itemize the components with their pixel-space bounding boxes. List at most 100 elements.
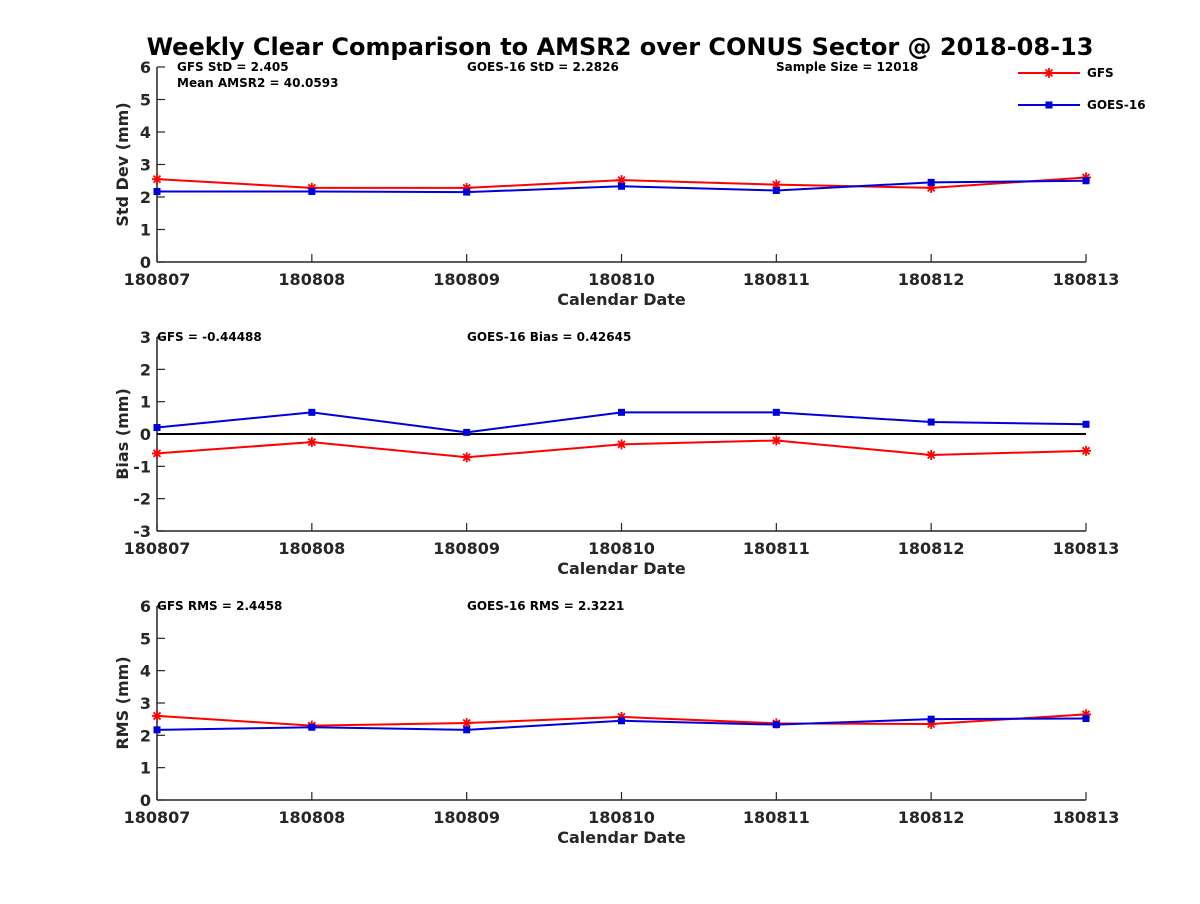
data-point bbox=[926, 450, 937, 461]
y-tick-label: 0 bbox=[140, 791, 151, 810]
data-point bbox=[616, 175, 627, 186]
x-tick-label: 180807 bbox=[124, 270, 191, 289]
x-tick-label: 180809 bbox=[433, 808, 500, 827]
y-axis-label: RMS (mm) bbox=[113, 656, 132, 749]
x-tick-label: 180808 bbox=[278, 539, 345, 558]
data-point bbox=[772, 187, 780, 194]
y-tick-label: 3 bbox=[140, 156, 151, 175]
data-point bbox=[461, 452, 472, 463]
data-point bbox=[1082, 420, 1090, 428]
annotation: GFS = -0.44488 bbox=[157, 330, 262, 344]
x-tick-label: 180808 bbox=[278, 270, 345, 289]
data-point bbox=[463, 428, 471, 436]
y-axis-label: Std Dev (mm) bbox=[113, 102, 132, 226]
data-point bbox=[927, 178, 935, 186]
data-point bbox=[152, 448, 162, 459]
legend-item-goes-16: GOES-16 bbox=[1018, 98, 1146, 112]
data-point bbox=[153, 424, 161, 432]
panel-2: -3 -2 -1 0 1 2 3 180807 180808 180809 180810 180811… bbox=[113, 328, 1119, 578]
x-axis-label: Calendar Date bbox=[557, 828, 686, 847]
x-axis-label: Calendar Date bbox=[557, 290, 686, 309]
x-tick-label: 180813 bbox=[1053, 270, 1120, 289]
data-point bbox=[463, 726, 471, 734]
series-goes-16 bbox=[153, 715, 1090, 734]
data-point bbox=[306, 437, 317, 448]
y-tick-label: 0 bbox=[140, 425, 151, 444]
chart-title: Weekly Clear Comparison to AMSR2 over CO… bbox=[147, 33, 1094, 61]
legend-item-gfs: GFS bbox=[1018, 66, 1114, 80]
y-tick-label: -2 bbox=[133, 490, 151, 509]
data-point bbox=[152, 174, 162, 185]
y-tick-label: 0 bbox=[140, 253, 151, 272]
x-tick-label: 180813 bbox=[1053, 808, 1120, 827]
x-tick-label: 180811 bbox=[743, 270, 810, 289]
data-point bbox=[618, 182, 625, 190]
y-tick-label: 6 bbox=[140, 58, 151, 77]
legend-marker bbox=[1044, 68, 1054, 78]
annotation: Sample Size = 12018 bbox=[776, 60, 918, 74]
data-point bbox=[1082, 177, 1090, 185]
x-tick-label: 180812 bbox=[898, 270, 965, 289]
data-point bbox=[308, 723, 316, 731]
y-tick-label: 3 bbox=[140, 694, 151, 713]
data-point bbox=[618, 408, 625, 416]
x-tick-label: 180810 bbox=[588, 539, 655, 558]
legend: GFS GOES-16 bbox=[1018, 66, 1146, 112]
x-tick-label: 180807 bbox=[124, 808, 191, 827]
annotation: GOES-16 Bias = 0.42645 bbox=[467, 330, 631, 344]
legend-label: GOES-16 bbox=[1087, 98, 1146, 112]
panel-3: 0 1 2 3 4 5 6 180807 180808 180809 180810 180811 180… bbox=[113, 597, 1119, 847]
data-point bbox=[616, 439, 627, 450]
data-point bbox=[618, 717, 625, 725]
annotation: GOES-16 StD = 2.2826 bbox=[467, 60, 619, 74]
y-tick-label: 6 bbox=[140, 597, 151, 616]
data-point bbox=[1081, 445, 1091, 456]
annotation: Mean AMSR2 = 40.0593 bbox=[177, 76, 338, 90]
data-point bbox=[308, 187, 316, 195]
annotation: GFS RMS = 2.4458 bbox=[157, 599, 282, 613]
series-goes-16 bbox=[153, 177, 1090, 196]
data-point bbox=[463, 188, 471, 196]
y-tick-label: 5 bbox=[140, 629, 151, 648]
y-tick-label: 5 bbox=[140, 91, 151, 110]
y-tick-label: -1 bbox=[133, 457, 151, 476]
y-tick-label: 1 bbox=[140, 759, 151, 778]
series-goes-16 bbox=[153, 408, 1090, 436]
x-tick-label: 180810 bbox=[588, 808, 655, 827]
series-gfs bbox=[152, 435, 1091, 463]
x-tick-label: 180810 bbox=[588, 270, 655, 289]
y-tick-label: 2 bbox=[140, 726, 151, 745]
x-axis-label: Calendar Date bbox=[557, 559, 686, 578]
data-point bbox=[153, 187, 161, 195]
x-tick-label: 180807 bbox=[124, 539, 191, 558]
data-point bbox=[927, 418, 935, 426]
data-point bbox=[927, 715, 935, 723]
x-tick-label: 180812 bbox=[898, 808, 965, 827]
y-tick-label: 4 bbox=[140, 123, 151, 142]
x-tick-label: 180809 bbox=[433, 539, 500, 558]
annotation: GFS StD = 2.405 bbox=[177, 60, 289, 74]
data-point bbox=[771, 179, 782, 190]
y-axis-label: Bias (mm) bbox=[113, 388, 132, 480]
y-tick-label: 4 bbox=[140, 662, 151, 681]
data-point bbox=[1082, 715, 1090, 723]
data-point bbox=[152, 710, 162, 721]
data-point bbox=[771, 435, 782, 446]
data-point bbox=[461, 718, 472, 729]
panel-1: 0 1 2 3 4 5 6 180807 180808 180809 180810 180811 180… bbox=[113, 58, 1119, 309]
y-tick-label: 2 bbox=[140, 188, 151, 207]
x-tick-label: 180812 bbox=[898, 539, 965, 558]
x-tick-label: 180809 bbox=[433, 270, 500, 289]
data-point bbox=[772, 721, 780, 729]
data-point bbox=[308, 408, 316, 416]
x-tick-label: 180813 bbox=[1053, 539, 1120, 558]
x-tick-label: 180808 bbox=[278, 808, 345, 827]
x-tick-label: 180811 bbox=[743, 808, 810, 827]
data-point bbox=[772, 408, 780, 416]
y-tick-label: 3 bbox=[140, 328, 151, 347]
y-tick-label: 1 bbox=[140, 393, 151, 412]
legend-marker bbox=[1045, 101, 1053, 109]
x-tick-label: 180811 bbox=[743, 539, 810, 558]
legend-label: GFS bbox=[1087, 66, 1114, 80]
